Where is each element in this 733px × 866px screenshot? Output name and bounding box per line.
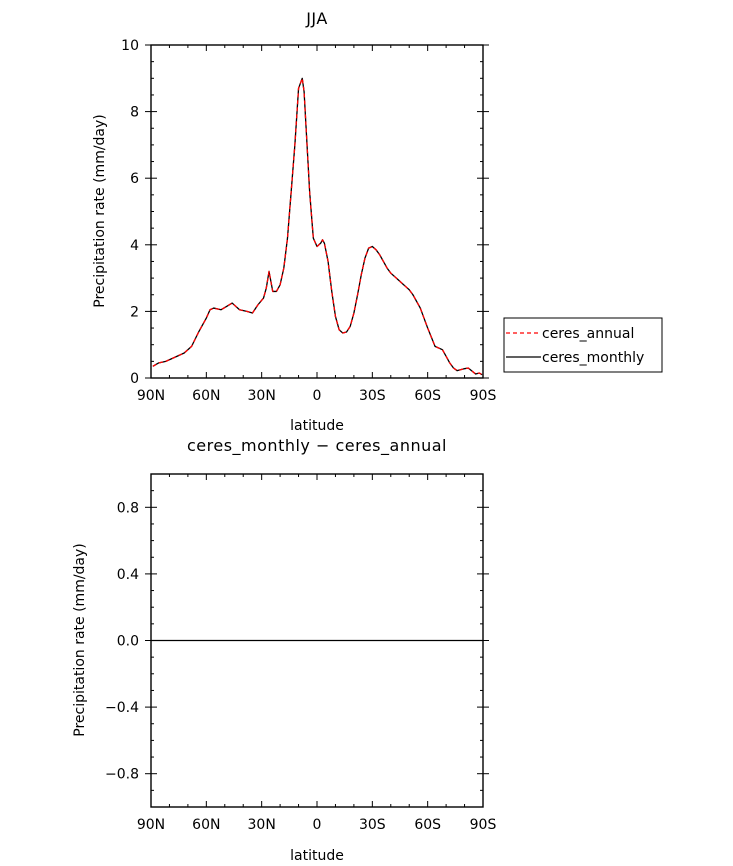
bottom-tick-labels: 90N 60N 30N 0 30S 60S 90S −0.8 −0.4 0.0 0.4 0.8	[105, 500, 496, 833]
bottom-y-axis-label: Precipitation rate (mm/day)	[72, 543, 88, 737]
y-tick-label: 0.8	[117, 500, 139, 516]
y-tick-label: 2	[130, 304, 139, 320]
y-tick-label: 4	[130, 238, 139, 254]
x-tick-label: 30S	[359, 388, 386, 404]
legend: ceres_annual ceres_monthly	[503, 317, 663, 373]
top-series-group	[152, 77, 483, 376]
top-ticks	[145, 44, 489, 379]
legend-box	[503, 317, 663, 373]
top-y-axis-label: Precipitation rate (mm/day)	[92, 114, 108, 308]
y-tick-label: 0.0	[117, 634, 139, 650]
top-series-line-ceres-annual	[152, 77, 483, 376]
y-tick-label: 8	[130, 105, 139, 121]
x-tick-label: 30N	[248, 388, 276, 404]
x-tick-label: 90N	[137, 817, 165, 833]
x-tick-label: 60N	[192, 817, 220, 833]
x-tick-label: 30N	[248, 817, 276, 833]
legend-label-ceres-monthly: ceres_monthly	[542, 350, 644, 366]
bottom-x-axis-label: latitude	[290, 848, 344, 864]
bottom-panel: ceres_monthly − ceres_annual 90N 60N 30N 0 3…	[72, 436, 496, 864]
top-x-axis-label: latitude	[290, 418, 344, 434]
x-tick-label: 90S	[470, 817, 497, 833]
x-tick-label: 0	[313, 817, 322, 833]
top-chart-title: JJA	[305, 9, 328, 28]
x-tick-label: 60S	[414, 388, 441, 404]
y-tick-label: 6	[130, 171, 139, 187]
x-tick-label: 90N	[137, 388, 165, 404]
x-tick-label: 30S	[359, 817, 386, 833]
x-tick-label: 60N	[192, 388, 220, 404]
x-tick-label: 60S	[414, 817, 441, 833]
x-tick-label: 0	[313, 388, 322, 404]
y-tick-label: −0.4	[105, 700, 139, 716]
y-tick-label: −0.8	[105, 767, 139, 783]
x-tick-label: 90S	[470, 388, 497, 404]
y-tick-label: 0.4	[117, 567, 139, 583]
legend-label-ceres-annual: ceres_annual	[542, 326, 634, 342]
bottom-chart-title: ceres_monthly − ceres_annual	[187, 436, 447, 456]
y-tick-label: 10	[121, 38, 139, 54]
y-tick-label: 0	[130, 371, 139, 387]
top-series-line-ceres-monthly	[152, 77, 483, 376]
top-tick-labels: 90N 60N 30N 0 30S 60S 90S 0 2 4 6 8 10	[121, 38, 496, 404]
